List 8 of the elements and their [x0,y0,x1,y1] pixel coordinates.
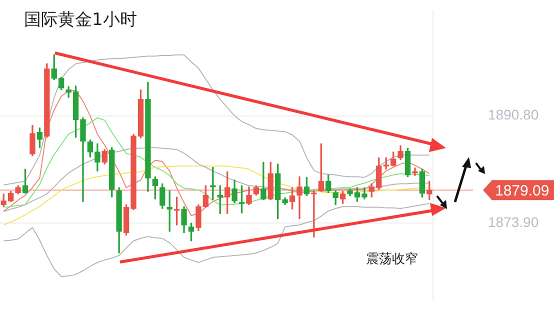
annotation: 震荡收窄 [366,251,418,268]
y-tick-label: 1873.90 [488,214,539,230]
candlestick [412,168,418,176]
ref-line-label: 1879.09 [495,182,550,200]
candlestick [311,190,317,238]
candlestick [296,176,302,220]
chart-title: 国际黄金1小时 [24,9,137,31]
y-tick-label: 1890.80 [488,106,539,123]
